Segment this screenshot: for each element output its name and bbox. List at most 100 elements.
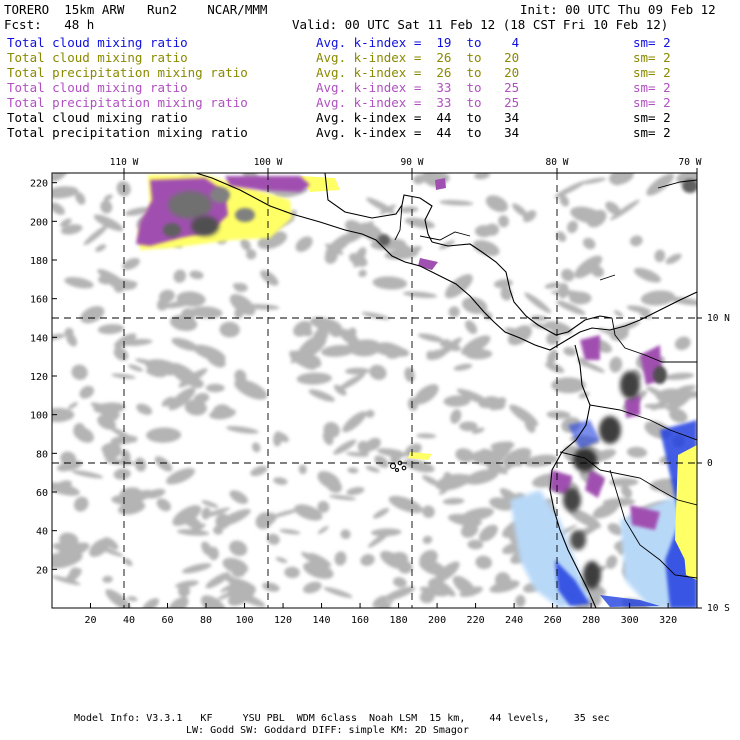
x-index-label: 20	[84, 615, 96, 626]
cloud-cell	[273, 477, 288, 485]
legend-kindex-range: Avg. k-index = 26 to 20	[316, 65, 520, 80]
cloud-cell	[329, 494, 357, 501]
cloud-cell	[559, 194, 569, 207]
cloud-cell	[317, 525, 329, 535]
cloud-cell	[453, 363, 473, 371]
cloud-cell	[459, 421, 478, 432]
latlon-grid	[52, 173, 697, 608]
cloud-cell	[440, 340, 461, 352]
cloud-cell	[452, 575, 476, 596]
cloud-cell	[294, 504, 323, 521]
cloud-cell	[422, 505, 435, 518]
legend-field-name: Total cloud mixing ratio	[7, 35, 188, 50]
cloud-cell	[581, 177, 607, 185]
cloud-cell	[402, 291, 438, 298]
cloud-cell	[509, 404, 539, 427]
cloud-cell	[220, 583, 236, 593]
cloud-cell	[471, 427, 485, 434]
cloud-cell	[620, 485, 633, 499]
cloud-cell	[54, 480, 72, 492]
cloud-cell	[111, 373, 136, 379]
cloud-cell	[52, 575, 81, 586]
y-index-label: 60	[36, 488, 48, 499]
cloud-cell	[355, 247, 367, 262]
cloud-cell	[66, 332, 78, 347]
cloud-cell	[105, 589, 131, 608]
x-index-label: 80	[200, 615, 212, 626]
cloud-cell	[640, 290, 676, 306]
cloud-cell	[205, 349, 226, 368]
cloud-cell	[580, 360, 605, 373]
cloud-cell	[502, 447, 532, 468]
legend-field-name: Total cloud mixing ratio	[7, 50, 188, 65]
cloud-cell	[414, 384, 439, 405]
cloud-cell	[168, 596, 189, 608]
cloud-cell	[266, 533, 280, 545]
lat-label: 0	[707, 458, 713, 469]
cloud-cell	[665, 253, 682, 265]
cloud-cell	[377, 448, 407, 458]
legend-smoothing: sm= 2	[633, 95, 671, 110]
cloud-cell	[347, 467, 359, 474]
cloud-cell	[644, 403, 668, 409]
cloud-cell	[229, 490, 249, 505]
x-index-label: 220	[467, 615, 485, 626]
gray-cloud-field	[52, 173, 697, 608]
cloud-cell	[232, 569, 245, 578]
cloud-cell	[465, 469, 499, 485]
cloud-cell	[461, 297, 488, 314]
cloud-cell	[416, 433, 437, 439]
cloud-cell	[646, 173, 674, 196]
cloud-cell	[359, 222, 384, 242]
cloud-cell	[201, 500, 219, 508]
cloud-cell	[122, 257, 140, 270]
cloud-cell	[193, 393, 210, 404]
cloud-cell	[52, 202, 65, 215]
cloud-cell	[422, 535, 433, 544]
cloud-cell	[228, 584, 256, 606]
andes-convection-band	[378, 178, 697, 608]
cloud-cell	[345, 339, 380, 354]
cloud-cell	[123, 558, 133, 566]
legend-kindex-range: Avg. k-index = 33 to 25	[316, 80, 520, 95]
cloud-cell	[60, 224, 83, 235]
lat-label: 10 S	[707, 603, 730, 614]
y-index-label: 120	[30, 372, 48, 383]
cloud-cell	[201, 595, 227, 608]
y-index-label: 180	[30, 256, 48, 267]
cloud-cell	[303, 581, 322, 594]
forecast-hour: Fcst: 48 h	[4, 17, 95, 32]
cloud-cell	[64, 277, 94, 289]
cloud-cell	[646, 386, 672, 402]
x-index-label: 40	[123, 615, 135, 626]
cloud-cell	[102, 575, 113, 583]
model-info-line1: Model Info: V3.3.1 KF YSU PBL WDM 6class…	[74, 713, 610, 724]
cloud-cell	[93, 214, 124, 232]
x-index-label: 260	[544, 615, 562, 626]
map-frame	[51, 172, 698, 609]
legend-kindex-range: Avg. k-index = 33 to 25	[316, 95, 520, 110]
grid-index-ticks	[52, 182, 669, 608]
cloud-cell	[255, 512, 274, 530]
cloud-cell	[450, 409, 462, 424]
cloud-cell	[201, 541, 213, 556]
cloud-cell	[665, 372, 695, 381]
x-index-label: 120	[274, 615, 292, 626]
cloud-cell	[372, 276, 408, 290]
cloud-cell	[467, 539, 484, 550]
legend-kindex-range: Avg. k-index = 44 to 34	[316, 125, 520, 140]
cloud-cell	[338, 373, 366, 391]
x-index-label: 300	[621, 615, 639, 626]
legend-kindex-range: Avg. k-index = 44 to 34	[316, 110, 520, 125]
cloud-cell	[112, 280, 138, 286]
cloud-cell	[418, 333, 444, 343]
cloud-cell	[262, 582, 280, 592]
cloud-cell	[213, 525, 224, 535]
cloud-cell	[300, 327, 313, 337]
lon-label: 70 W	[679, 157, 702, 168]
cloud-cell	[393, 577, 407, 588]
cloud-cell	[125, 497, 143, 510]
cloud-cell	[219, 321, 240, 338]
cloud-cell	[544, 282, 561, 289]
